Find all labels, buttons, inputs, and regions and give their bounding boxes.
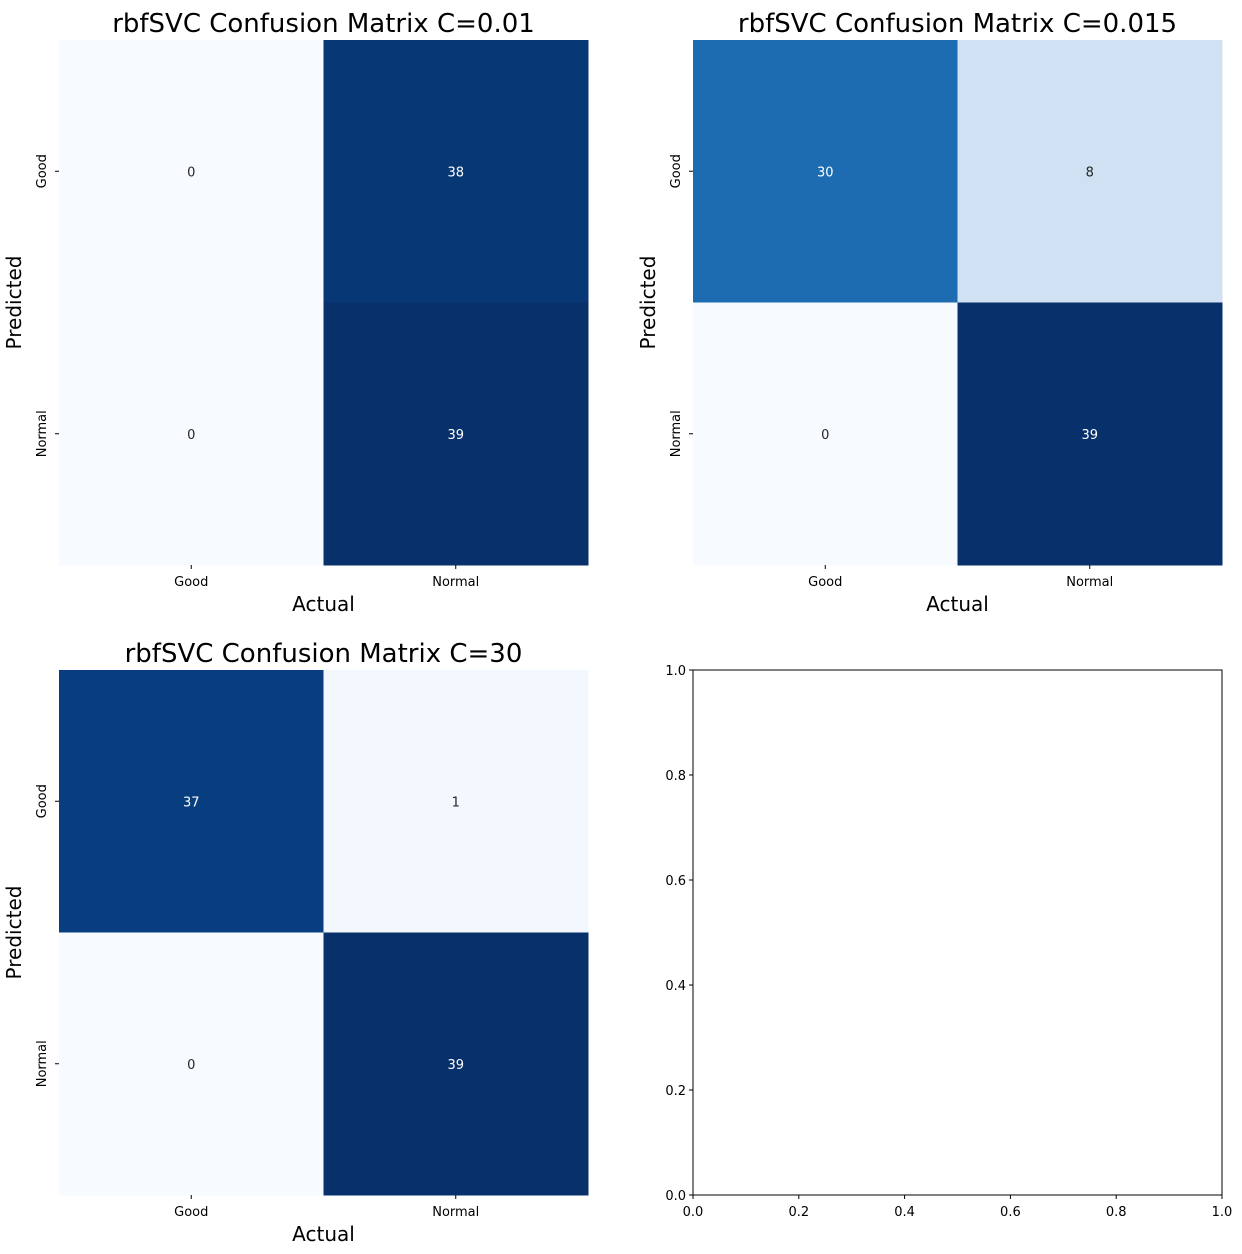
chart-title: rbfSVC Confusion Matrix C=0.01	[112, 9, 535, 39]
cell-value-label: 39	[447, 1058, 464, 1073]
cell-value-label: 0	[821, 428, 829, 443]
cell-value-label: 0	[187, 428, 195, 443]
x-tick-label: 0.2	[788, 1205, 809, 1220]
x-tick-label: Normal	[432, 575, 479, 590]
cell-value-label: 39	[1081, 428, 1098, 443]
x-tick-label: 0.8	[1106, 1205, 1127, 1220]
cell-value-label: 0	[187, 165, 195, 180]
heatmap-cell	[59, 302, 324, 566]
y-axis-label: Predicted	[2, 256, 26, 350]
heatmap-cell	[323, 302, 589, 566]
heatmap-cell	[323, 40, 589, 303]
x-tick-label: 0.6	[1000, 1205, 1021, 1220]
x-tick-label: Normal	[1066, 575, 1113, 590]
x-tick-label: 1.0	[1212, 1205, 1233, 1220]
heatmap-cell	[59, 40, 324, 303]
cell-value-label: 1	[452, 795, 460, 810]
y-tick-label: 0.8	[665, 769, 686, 784]
y-tick-label: Normal	[35, 1040, 50, 1087]
x-axis-label: Actual	[926, 592, 989, 616]
heatmap-cell	[957, 302, 1223, 566]
y-axis-label: Predicted	[2, 886, 26, 980]
y-tick-label: Good	[35, 784, 50, 818]
heatmap-cell	[693, 302, 958, 566]
cell-value-label: 8	[1086, 165, 1094, 180]
y-tick-label: Normal	[35, 410, 50, 457]
y-axis-label: Predicted	[636, 256, 660, 350]
y-tick-label: 1.0	[665, 664, 686, 679]
x-axis-label: Actual	[292, 592, 355, 616]
x-tick-label: Normal	[432, 1205, 479, 1220]
y-tick-label: Good	[669, 154, 684, 188]
heatmap-cell	[957, 40, 1223, 303]
x-tick-label: 0.0	[683, 1205, 704, 1220]
heatmap-cell	[693, 40, 958, 303]
heatmap-cell	[323, 932, 589, 1196]
heatmap-cell	[59, 670, 324, 933]
y-tick-label: 0.4	[665, 979, 686, 994]
y-tick-label: 0.0	[665, 1189, 686, 1204]
x-tick-label: Good	[174, 1205, 208, 1220]
cell-value-label: 38	[447, 165, 464, 180]
cell-value-label: 39	[447, 428, 464, 443]
x-tick-label: Good	[174, 575, 208, 590]
heatmap-cell	[59, 932, 324, 1196]
cell-value-label: 0	[187, 1058, 195, 1073]
y-tick-label: Normal	[669, 410, 684, 457]
cell-value-label: 37	[183, 795, 200, 810]
chart-title: rbfSVC Confusion Matrix C=0.015	[738, 9, 1177, 39]
y-tick-label: 0.2	[665, 1084, 686, 1099]
empty-axes-frame	[692, 669, 1223, 1196]
chart-title: rbfSVC Confusion Matrix C=30	[125, 639, 523, 669]
x-tick-label: 0.4	[894, 1205, 915, 1220]
heatmap-cell	[323, 670, 589, 933]
y-tick-label: Good	[35, 154, 50, 188]
x-axis-label: Actual	[292, 1222, 355, 1246]
cell-value-label: 30	[817, 165, 834, 180]
y-tick-label: 0.6	[665, 874, 686, 889]
x-tick-label: Good	[808, 575, 842, 590]
